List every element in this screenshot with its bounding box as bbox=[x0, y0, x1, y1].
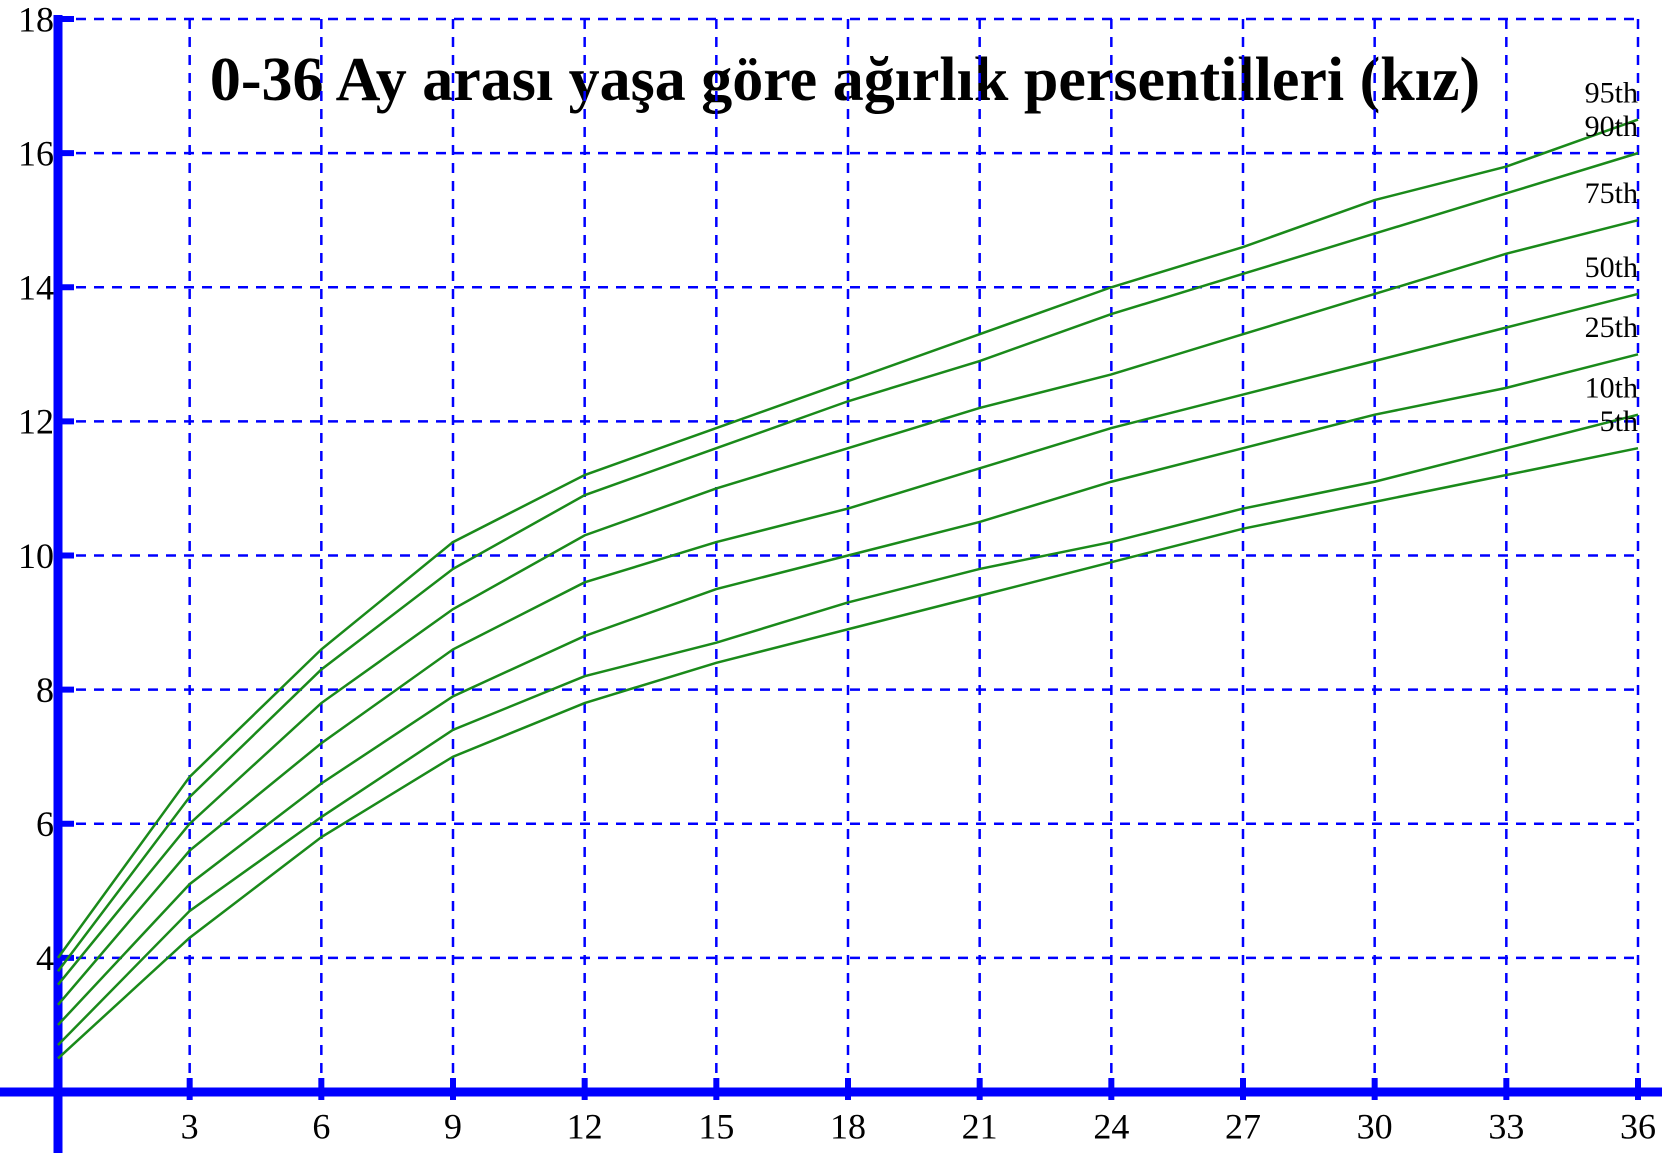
series-line bbox=[57, 292, 1639, 1006]
x-tick-label: 12 bbox=[567, 1106, 603, 1146]
x-tick-label: 24 bbox=[1093, 1106, 1129, 1146]
x-tick-label: 18 bbox=[830, 1106, 866, 1146]
series-label: 10th bbox=[1585, 372, 1638, 405]
y-tick-label: 18 bbox=[18, 0, 54, 39]
x-tick-label: 30 bbox=[1357, 1106, 1393, 1146]
series-label: 75th bbox=[1585, 177, 1638, 210]
y-tick-label: 16 bbox=[18, 133, 54, 173]
x-tick-label: 6 bbox=[312, 1106, 330, 1146]
y-tick-label: 10 bbox=[18, 536, 54, 576]
y-tick-label: 8 bbox=[36, 670, 54, 710]
y-tick-label: 6 bbox=[36, 804, 54, 844]
series-label: 90th bbox=[1585, 110, 1638, 143]
x-tick-label: 27 bbox=[1225, 1106, 1261, 1146]
series-label: 50th bbox=[1585, 251, 1638, 284]
x-tick-label: 33 bbox=[1488, 1106, 1524, 1146]
series-label: 25th bbox=[1585, 311, 1638, 344]
series-line bbox=[57, 151, 1639, 973]
y-tick-label: 12 bbox=[18, 402, 54, 442]
x-tick-label: 9 bbox=[444, 1106, 462, 1146]
x-tick-label: 21 bbox=[962, 1106, 998, 1146]
y-tick-label: 14 bbox=[18, 268, 54, 308]
x-tick-label: 36 bbox=[1620, 1106, 1656, 1146]
x-tick-label: 15 bbox=[698, 1106, 734, 1146]
series-line bbox=[57, 413, 1639, 1046]
series-line bbox=[57, 446, 1639, 1060]
series-label: 95th bbox=[1585, 76, 1638, 109]
series-line bbox=[57, 218, 1639, 986]
y-tick-label: 4 bbox=[36, 938, 54, 978]
series-line bbox=[57, 353, 1639, 1026]
series-line bbox=[56, 118, 1639, 959]
x-tick-label: 3 bbox=[181, 1106, 199, 1146]
chart-title: 0-36 Ay arası yaşa göre ağırlık persenti… bbox=[210, 46, 1480, 114]
series-label: 5th bbox=[1600, 405, 1638, 438]
